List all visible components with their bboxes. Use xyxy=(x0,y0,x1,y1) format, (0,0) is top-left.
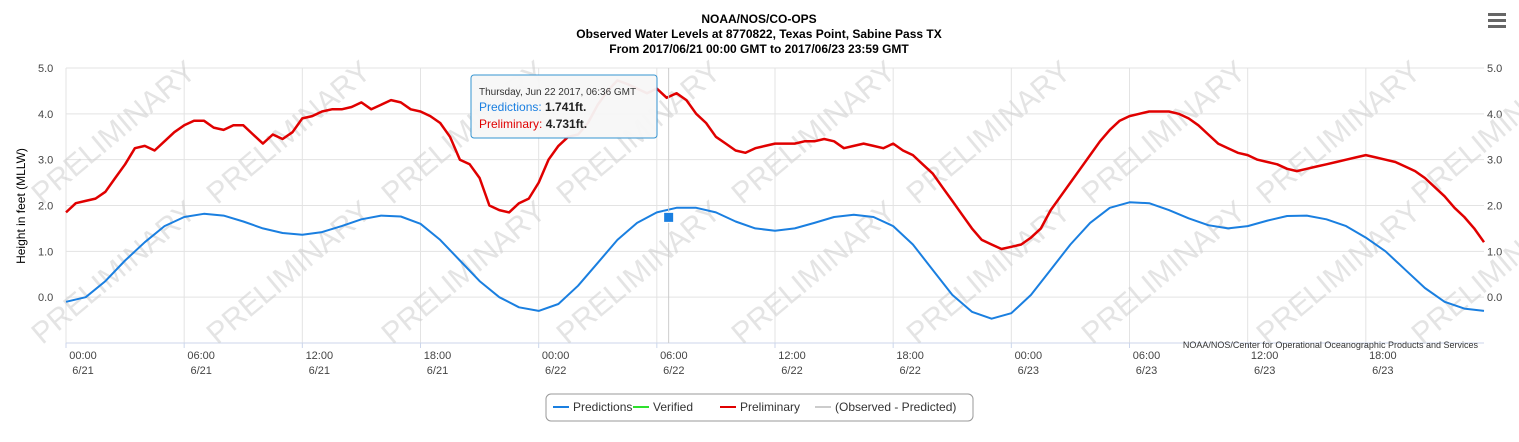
hamburger-icon-bar xyxy=(1488,13,1506,16)
preliminary-watermark: PRELIMINARY xyxy=(1076,195,1253,351)
x-tick-time-label: 06:00 xyxy=(660,350,688,362)
preliminary-watermark: PRELIMINARY xyxy=(551,195,728,351)
preliminary-watermark: PRELIMINARY xyxy=(376,195,553,351)
x-tick-date-label: 6/23 xyxy=(1372,365,1393,377)
y-tick-label-left: 2.0 xyxy=(38,201,53,213)
legend-item-predictions[interactable]: Predictions xyxy=(553,400,632,414)
legend-item-verified[interactable]: Verified xyxy=(633,400,693,414)
tooltip-row-label: Preliminary: xyxy=(479,117,546,131)
y-tick-label-left: 0.0 xyxy=(38,292,53,304)
x-tick-date-label: 6/23 xyxy=(1136,365,1157,377)
preliminary-watermark: PRELIMINARY xyxy=(726,55,903,211)
tooltip-row-label: Predictions: xyxy=(479,100,545,114)
x-tick-date-label: 6/22 xyxy=(545,365,566,377)
x-tick-date-label: 6/21 xyxy=(309,365,330,377)
hamburger-icon-bar xyxy=(1488,19,1506,22)
preliminary-watermark: PRELIMINARY xyxy=(201,55,378,211)
x-tick-time-label: 12:00 xyxy=(778,350,806,362)
y-tick-label-right: 5.0 xyxy=(1487,63,1502,75)
y-tick-label-right: 1.0 xyxy=(1487,246,1502,258)
chart-title-line: NOAA/NOS/CO-OPS xyxy=(701,12,816,26)
x-tick-time-label: 12:00 xyxy=(1251,350,1279,362)
tooltip-row: Preliminary: 4.731ft. xyxy=(479,117,587,131)
legend-item-observed-predicted[interactable]: (Observed - Predicted) xyxy=(815,400,956,414)
x-tick-date-label: 6/22 xyxy=(781,365,802,377)
y-tick-label-left: 3.0 xyxy=(38,155,53,167)
series-line-predictions xyxy=(65,201,1485,320)
preliminary-watermark: PRELIMINARY xyxy=(1076,55,1253,211)
tooltip-row-value: 1.741ft. xyxy=(545,100,586,114)
x-tick-time-label: 18:00 xyxy=(1369,350,1397,362)
credit-label: NOAA/NOS/Center for Operational Oceanogr… xyxy=(1183,340,1479,350)
preliminary-watermark: PRELIMINARY xyxy=(201,195,378,351)
tooltip-box xyxy=(470,74,658,139)
x-tick-date-label: 6/23 xyxy=(1018,365,1039,377)
y-tick-label-right: 3.0 xyxy=(1487,155,1502,167)
preliminary-watermark: PRELIMINARY xyxy=(901,195,1078,351)
y-tick-label-right: 4.0 xyxy=(1487,109,1502,121)
chart-title-line: From 2017/06/21 00:00 GMT to 2017/06/23 … xyxy=(609,42,909,56)
x-tick-date-label: 6/22 xyxy=(663,365,684,377)
legend-label: Predictions xyxy=(573,400,632,414)
x-tick-date-label: 6/21 xyxy=(190,365,211,377)
preliminary-watermark: PRELIMINARY xyxy=(901,55,1078,211)
tooltip-row-value: 4.731ft. xyxy=(546,117,587,131)
x-tick-time-label: 00:00 xyxy=(1015,350,1043,362)
y-tick-label-left: 1.0 xyxy=(38,246,53,258)
predictions-hover-marker xyxy=(663,211,675,223)
x-tick-time-label: 18:00 xyxy=(896,350,924,362)
preliminary-watermark: PRELIMINARY xyxy=(1251,55,1428,211)
x-tick-time-label: 12:00 xyxy=(306,350,334,362)
x-tick-time-label: 00:00 xyxy=(542,350,570,362)
legend-label: Verified xyxy=(653,400,693,414)
x-tick-time-label: 06:00 xyxy=(187,350,215,362)
y-tick-label-right: 0.0 xyxy=(1487,292,1502,304)
tooltip-header: Thursday, Jun 22 2017, 06:36 GMT xyxy=(479,87,636,98)
y-tick-label-left: 5.0 xyxy=(38,63,53,75)
x-tick-date-label: 6/23 xyxy=(1254,365,1275,377)
series-line-preliminary xyxy=(65,79,1486,251)
chart-menu-button[interactable] xyxy=(1484,10,1510,32)
x-tick-time-label: 18:00 xyxy=(424,350,452,362)
y-tick-label-left: 4.0 xyxy=(38,109,53,121)
chart-title-line: Observed Water Levels at 8770822, Texas … xyxy=(576,27,942,41)
x-tick-date-label: 6/21 xyxy=(72,365,93,377)
legend-label: (Observed - Predicted) xyxy=(835,400,956,414)
y-tick-label-right: 2.0 xyxy=(1487,201,1502,213)
hamburger-icon-bar xyxy=(1488,25,1506,28)
y-axis-label: Height in feet (MLLW) xyxy=(14,148,28,264)
x-tick-date-label: 6/21 xyxy=(427,365,448,377)
tooltip-row: Predictions: 1.741ft. xyxy=(479,100,586,114)
legend-box xyxy=(545,393,974,422)
legend-label: Preliminary xyxy=(740,400,800,414)
legend-item-preliminary[interactable]: Preliminary xyxy=(720,400,800,414)
x-tick-date-label: 6/22 xyxy=(899,365,920,377)
x-tick-time-label: 00:00 xyxy=(69,350,97,362)
x-tick-time-label: 06:00 xyxy=(1133,350,1161,362)
